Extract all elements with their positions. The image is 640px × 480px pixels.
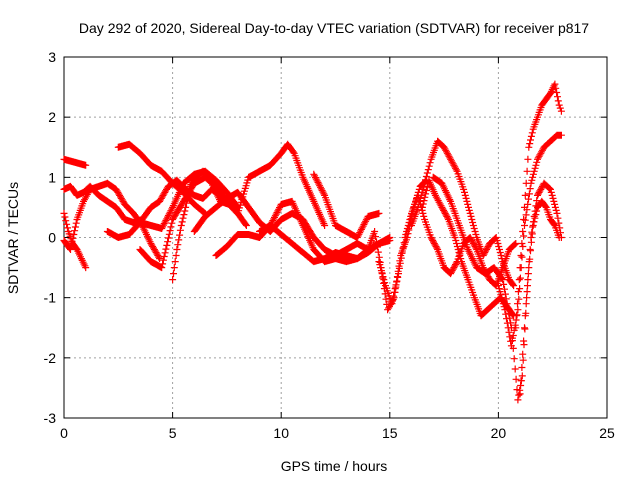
x-tick-label: 25 xyxy=(599,425,615,441)
y-tick-label: -2 xyxy=(44,350,57,366)
data-point-markers xyxy=(60,155,90,169)
data-points xyxy=(60,80,565,404)
data-point-markers xyxy=(256,176,431,314)
y-tick-label: 3 xyxy=(48,49,56,65)
y-axis: -3 -2 -1 0 1 2 3 xyxy=(44,49,607,426)
x-tick-label: 5 xyxy=(169,425,177,441)
y-tick-label: 0 xyxy=(48,230,56,246)
series-track-12 xyxy=(310,170,383,241)
x-axis-label: GPS time / hours xyxy=(281,458,388,474)
y-tick-label: 2 xyxy=(48,109,56,125)
x-tick-label: 20 xyxy=(491,425,507,441)
data-point-markers xyxy=(494,131,565,350)
y-axis-label: SDTVAR / TECUs xyxy=(5,182,21,294)
series-track-18 xyxy=(512,80,565,332)
series-track-14 xyxy=(408,137,518,290)
x-axis: 0 5 10 15 20 25 xyxy=(60,57,615,441)
grid xyxy=(64,57,607,418)
data-point-markers xyxy=(408,137,518,290)
y-tick-label: 1 xyxy=(48,169,56,185)
data-point-markers xyxy=(516,197,563,398)
chart-title: Day 292 of 2020, Sidereal Day-to-day VTE… xyxy=(79,20,589,36)
series-track-19 xyxy=(516,197,563,398)
y-tick-label: -1 xyxy=(44,290,57,306)
y-tick-label: -3 xyxy=(44,410,57,426)
x-tick-label: 10 xyxy=(273,425,289,441)
series-track-1 xyxy=(60,155,90,169)
x-tick-label: 15 xyxy=(382,425,398,441)
series-track-17 xyxy=(494,131,565,350)
series-track-11 xyxy=(256,176,431,314)
data-point-markers xyxy=(310,170,383,241)
data-point-markers xyxy=(512,80,565,332)
x-tick-label: 0 xyxy=(60,425,68,441)
